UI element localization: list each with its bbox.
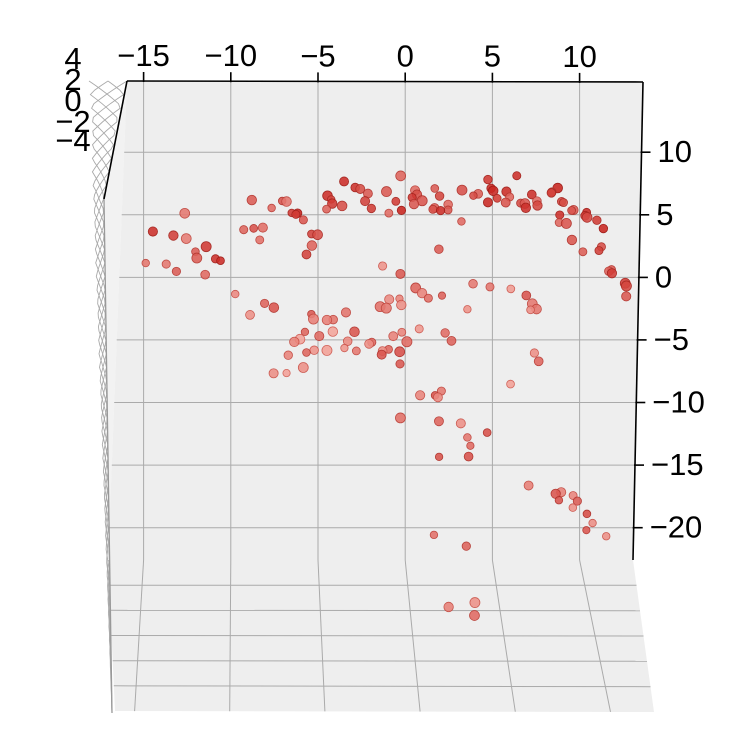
svg-text:10: 10	[562, 39, 596, 74]
svg-text:10: 10	[658, 134, 692, 169]
svg-text:−20: −20	[650, 510, 703, 545]
svg-text:5: 5	[484, 39, 501, 74]
svg-text:−4: −4	[55, 123, 90, 158]
svg-text:0: 0	[655, 259, 672, 294]
svg-text:−15: −15	[651, 447, 704, 482]
svg-text:−10: −10	[205, 38, 258, 73]
svg-text:−5: −5	[654, 322, 689, 357]
svg-text:5: 5	[656, 197, 673, 232]
svg-text:0: 0	[397, 39, 414, 74]
svg-text:−10: −10	[652, 385, 705, 420]
svg-text:−15: −15	[117, 38, 170, 73]
svg-text:−5: −5	[300, 38, 335, 73]
